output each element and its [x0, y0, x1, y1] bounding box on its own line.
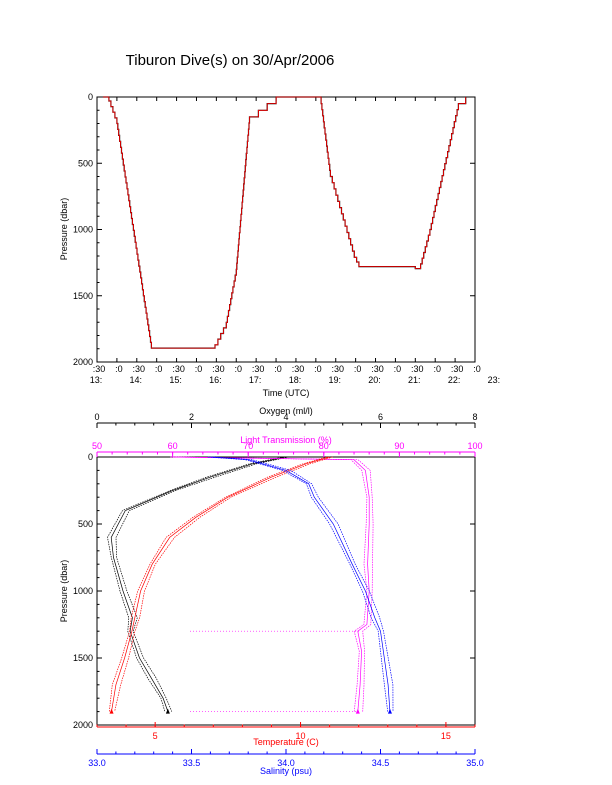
time-tick-minute-label: :30	[451, 364, 464, 374]
profile-pressure-tick-label: 1000	[73, 586, 93, 596]
time-tick-hour-label: 14:	[130, 375, 143, 385]
time-tick-hour-label: 17:	[249, 375, 262, 385]
time-tick-hour-label: 15:	[169, 375, 182, 385]
profile-trace	[115, 456, 290, 712]
time-tick-minute-label: :0	[354, 364, 362, 374]
pressure-tick-label: 1000	[73, 225, 93, 235]
time-tick-hour-label: 21:	[408, 375, 421, 385]
profile-plot: 0 500 1000 1500 2000 0 2 4 6 8 50 60 70 80 90 100 5 10 15 3…	[59, 406, 484, 776]
profile-axis-tick-label: 4	[283, 412, 288, 422]
profile-end-marker	[109, 708, 114, 714]
time-tick-minute-label: :30	[93, 364, 106, 374]
profile-axis-tick-label: 5	[153, 731, 158, 741]
temperature-axis-label: Temperature (C)	[253, 737, 319, 747]
profile-axis-tick-label: 2	[189, 412, 194, 422]
time-tick-hour-label: 23:	[488, 375, 501, 385]
pressure-tick-label: 500	[78, 158, 93, 168]
profile-axis-tick-label: 100	[467, 441, 482, 451]
profile-end-marker	[165, 708, 170, 714]
time-tick-minute-label: :0	[155, 364, 163, 374]
profile-trace	[111, 456, 330, 712]
pressure-tick-label: 2000	[73, 357, 93, 367]
dive-profile	[102, 96, 467, 349]
profile-trace	[108, 456, 328, 712]
light-transmission-axis-label: Light Transmission (%)	[240, 435, 332, 445]
profile-pressure-tick-label: 500	[78, 519, 93, 529]
profile-end-marker	[355, 708, 360, 714]
profile-pressure-tick-label: 0	[88, 452, 93, 462]
profile-axis-tick-label: 6	[378, 412, 383, 422]
pressure-tick-label: 1500	[73, 291, 93, 301]
profile-axis-tick-label: 70	[243, 441, 253, 451]
time-tick-minute-label: :0	[394, 364, 402, 374]
time-axis: :30 :0 :30 :0 :30 :0 :30 :0 :30 :0 :30 :0 :30 :0 :30 :0…	[90, 97, 500, 385]
time-tick-minute-label: :0	[115, 364, 123, 374]
profile-pressure-tick-label: 2000	[73, 720, 93, 730]
time-tick-minute-label: :30	[133, 364, 146, 374]
figure-title: Tiburon Dive(s) on 30/Apr/2006	[126, 52, 335, 69]
profile-trace	[208, 456, 389, 712]
salinity-axis-label: Salinity (psu)	[260, 766, 312, 776]
profile-axis-tick-label: 33.0	[88, 758, 106, 768]
profile-axis-tick-label: 0	[94, 412, 99, 422]
profile-trace	[213, 456, 394, 712]
time-tick-minute-label: :30	[252, 364, 265, 374]
time-tick-hour-label: 16:	[209, 375, 222, 385]
pressure-axis-label-top: Pressure (dbar)	[59, 198, 69, 261]
profile-pressure-tick-label: 1500	[73, 653, 93, 663]
time-tick-hour-label: 20:	[368, 375, 381, 385]
time-tick-minute-label: :0	[235, 364, 243, 374]
time-tick-hour-label: 22:	[448, 375, 461, 385]
pressure-axis-top: 0 500 1000 1500 2000	[73, 92, 475, 367]
time-tick-minute-label: :0	[274, 364, 282, 374]
time-tick-minute-label: :30	[172, 364, 185, 374]
time-tick-minute-label: :0	[433, 364, 441, 374]
profile-trace	[110, 456, 287, 712]
profile-trace	[172, 456, 370, 712]
oxygen-axis-label: Oxygen (ml/l)	[259, 406, 313, 416]
profile-axis-tick-label: 80	[319, 441, 329, 451]
pressure-axis-label-bottom: Pressure (dbar)	[59, 560, 69, 623]
time-tick-minute-label: :30	[371, 364, 384, 374]
time-axis-label: Time (UTC)	[263, 388, 310, 398]
dive-profile-line	[102, 96, 467, 349]
time-tick-minute-label: :0	[314, 364, 322, 374]
profile-end-marker	[387, 708, 392, 714]
profile-trace	[210, 456, 391, 712]
profile-axis-tick-label: 60	[168, 441, 178, 451]
profile-axis-tick-label: 33.5	[183, 758, 201, 768]
time-tick-minute-label: :30	[292, 364, 305, 374]
time-tick-minute-label: :0	[473, 364, 481, 374]
profile-axis-tick-label: 35.0	[466, 758, 484, 768]
profile-axes: 0 500 1000 1500 2000 0 2 4 6 8 50 60 70 80 90 100 5 10 15 3…	[73, 412, 484, 768]
profile-axis-tick-label: 90	[394, 441, 404, 451]
time-tick-hour-label: 13:	[90, 375, 103, 385]
time-tick-minute-label: :30	[212, 364, 225, 374]
time-tick-minute-label: :30	[411, 364, 424, 374]
profile-trace	[175, 456, 374, 712]
profile-axis-tick-label: 8	[472, 412, 477, 422]
profile-axis-tick-label: 10	[296, 731, 306, 741]
profile-trace	[170, 456, 368, 712]
profile-axis-tick-label: 34.5	[372, 758, 390, 768]
pressure-tick-label: 0	[88, 92, 93, 102]
profile-axis-tick-label: 50	[92, 441, 102, 451]
profile-series	[107, 456, 394, 714]
pressure-time-plot: :30 :0 :30 :0 :30 :0 :30 :0 :30 :0 :30 :0 :30 :0 :30 :0…	[59, 92, 500, 398]
time-tick-minute-label: :30	[331, 364, 344, 374]
time-tick-hour-label: 18:	[289, 375, 302, 385]
time-tick-minute-label: :0	[195, 364, 203, 374]
profile-axis-tick-label: 15	[441, 731, 451, 741]
profile-trace	[107, 456, 284, 712]
time-tick-hour-label: 19:	[328, 375, 341, 385]
profile-axis-tick-label: 34.0	[277, 758, 295, 768]
